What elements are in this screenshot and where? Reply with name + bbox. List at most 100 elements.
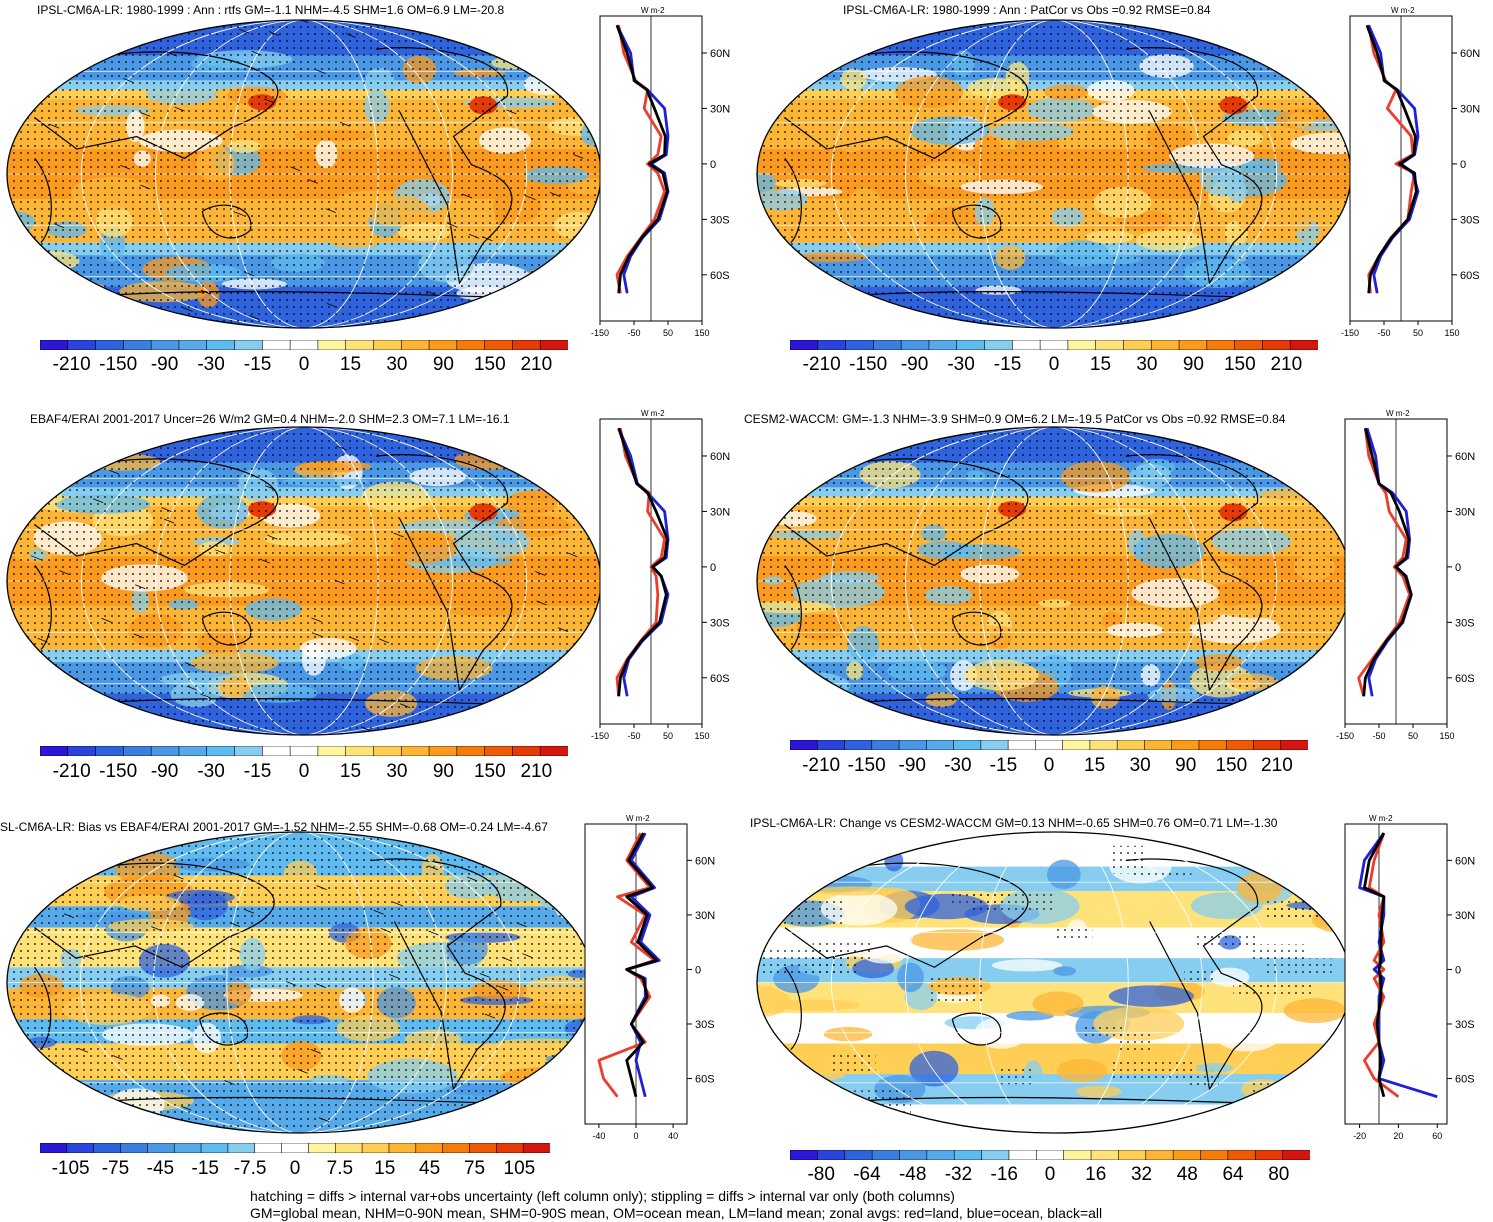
hatching: [101, 617, 112, 623]
colorbar-swatch: [373, 340, 403, 350]
hatching: [229, 922, 240, 928]
colorbar-tick-label: 80: [1268, 1164, 1290, 1185]
hatching: [137, 442, 149, 448]
stippling: [1109, 1060, 1197, 1081]
map-field-patch: [7, 693, 54, 718]
colorbar-tick-label: 90: [432, 354, 454, 375]
y-tick-label: 60N: [1460, 48, 1480, 60]
hatching: [174, 106, 185, 112]
colorbar-swatch: [522, 1143, 550, 1153]
colorbar-swatch: [1063, 1150, 1092, 1160]
colorbar-swatch: [1067, 340, 1097, 350]
colorbar-tick-label: -16: [990, 1164, 1018, 1185]
hatching: [93, 498, 104, 504]
colorbar-swatch: [512, 340, 542, 350]
hatching: [525, 195, 536, 200]
colorbar-swatch: [1198, 740, 1228, 750]
x-tick-label: 150: [1444, 328, 1459, 338]
colorbar-swatch: [845, 340, 875, 350]
zonal-unit-label: W m-2: [1386, 409, 1410, 418]
stippling: [1251, 1080, 1315, 1108]
colorbar-swatch: [234, 746, 264, 756]
stippling: [829, 1053, 876, 1076]
hatching: [173, 874, 184, 880]
colorbar-tick-label: 30: [386, 761, 408, 782]
map-field-patch: [897, 962, 924, 993]
colorbar-swatch: [1150, 340, 1180, 350]
x-tick-label: -50: [627, 731, 640, 741]
colorbar-tick-label: 0: [1043, 755, 1055, 776]
colorbar-swatch: [984, 340, 1014, 350]
colorbar-swatch: [289, 340, 319, 350]
colorbar-tick-label: -45: [146, 1158, 175, 1179]
colorbar-tick-label: 90: [1175, 755, 1197, 776]
stippling: [1185, 1070, 1219, 1091]
hatching: [249, 315, 260, 320]
colorbar-swatch: [1200, 1150, 1229, 1160]
colorbar-swatch: [1289, 340, 1318, 350]
colorbar: [790, 740, 1308, 750]
colorbar-swatch: [1039, 340, 1069, 350]
colorbar-swatch: [790, 340, 819, 350]
hatching: [27, 46, 38, 51]
colorbar-tick-label: -32: [944, 1164, 973, 1185]
colorbar: [40, 746, 568, 756]
hatching: [59, 570, 70, 576]
hatching: [478, 312, 489, 318]
colorbar-swatch: [1118, 1150, 1147, 1160]
colorbar-swatch: [227, 1143, 256, 1153]
hatching: [325, 208, 336, 213]
hatching: [522, 953, 533, 958]
y-tick-label: 30S: [695, 1019, 715, 1031]
colorbar-swatch: [1254, 1150, 1284, 1160]
stippling: [1261, 958, 1332, 975]
hatching: [400, 703, 411, 709]
hatching: [120, 164, 131, 170]
colorbar-tick-label: -30: [197, 761, 225, 782]
footnote-line-2: GM=global mean, NHM=0-90N mean, SHM=0-90…: [250, 1205, 1103, 1221]
colorbar-tick-label: -210: [52, 354, 91, 375]
map-robinson: [756, 831, 1352, 1134]
colorbar-swatch: [317, 340, 347, 350]
colorbar-swatch: [254, 1143, 283, 1153]
hatching: [7, 718, 18, 724]
colorbar-swatch: [1095, 340, 1125, 350]
colorbar-swatch: [1089, 740, 1118, 750]
hatching: [135, 584, 146, 590]
stippling: [839, 1090, 911, 1119]
colorbar-swatch: [956, 340, 986, 350]
hatching: [549, 274, 560, 280]
hatching: [143, 837, 154, 842]
hatching: [49, 123, 60, 129]
map-field-patch: [7, 1077, 82, 1097]
hatching: [200, 289, 212, 295]
map-field-patch: [909, 1050, 959, 1087]
zonal-unit-label: W m-2: [641, 6, 665, 15]
colorbar-tick-label: 30: [1136, 354, 1158, 375]
stippling: [757, 20, 1351, 328]
y-tick-label: 60S: [710, 270, 730, 282]
stippling: [1133, 869, 1192, 879]
stippling: [951, 889, 1010, 903]
colorbar-tick-label: 105: [503, 1158, 536, 1179]
hatching: [140, 184, 151, 190]
stippling: [1233, 982, 1315, 995]
colorbar-swatch: [361, 1143, 390, 1153]
zonal-mean-plot: W m-2 60N 30N 0 30S 60S -150 -50 50 150: [1336, 409, 1475, 741]
map-field-patch: [1032, 991, 1084, 1017]
colorbar-swatch: [1144, 740, 1173, 750]
colorbar-swatch: [428, 746, 458, 756]
map-field-patch: [757, 695, 797, 705]
hatching: [49, 1123, 60, 1129]
colorbar-tick-label: 32: [1130, 1164, 1153, 1185]
colorbar-swatch: [456, 340, 486, 350]
x-tick-label: 150: [1439, 731, 1454, 741]
colorbar-swatch: [1036, 1150, 1065, 1160]
hatching: [425, 290, 437, 296]
colorbar-tick-label: 15: [339, 761, 362, 782]
hatching: [264, 485, 276, 490]
colorbar-tick-label: 210: [1270, 354, 1303, 375]
colorbar-swatch: [1007, 740, 1037, 750]
x-tick-label: 150: [694, 328, 709, 338]
stippling: [7, 832, 593, 1133]
